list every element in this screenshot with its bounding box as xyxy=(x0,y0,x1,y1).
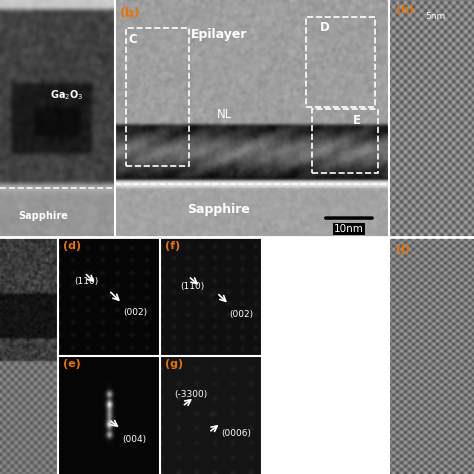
Text: 10nm: 10nm xyxy=(334,224,364,234)
Text: (004): (004) xyxy=(122,435,146,444)
Text: (0006): (0006) xyxy=(221,429,251,438)
Text: (h): (h) xyxy=(395,5,414,15)
Text: (-3300): (-3300) xyxy=(174,390,207,399)
Text: (110): (110) xyxy=(74,277,99,286)
Text: Sapphire: Sapphire xyxy=(187,203,250,216)
Text: (g): (g) xyxy=(165,359,183,369)
Text: Epilayer: Epilayer xyxy=(191,28,247,41)
Text: (d): (d) xyxy=(63,241,81,251)
Bar xyxy=(126,28,189,166)
Text: Ga$_2$O$_3$: Ga$_2$O$_3$ xyxy=(50,88,83,102)
Text: 5nm: 5nm xyxy=(426,12,446,21)
Text: Sapphire: Sapphire xyxy=(18,210,69,221)
Text: (e): (e) xyxy=(63,359,81,369)
Text: (b): (b) xyxy=(120,7,141,20)
Text: (110): (110) xyxy=(180,282,204,291)
Text: E: E xyxy=(353,114,361,127)
Text: NL: NL xyxy=(217,109,232,121)
Text: (j): (j) xyxy=(395,244,410,254)
Text: C: C xyxy=(128,33,137,46)
Text: (f): (f) xyxy=(165,241,180,251)
Text: (002): (002) xyxy=(229,310,253,319)
Bar xyxy=(307,17,375,107)
Bar xyxy=(312,109,378,173)
Text: (002): (002) xyxy=(123,308,147,317)
Text: D: D xyxy=(320,21,330,34)
